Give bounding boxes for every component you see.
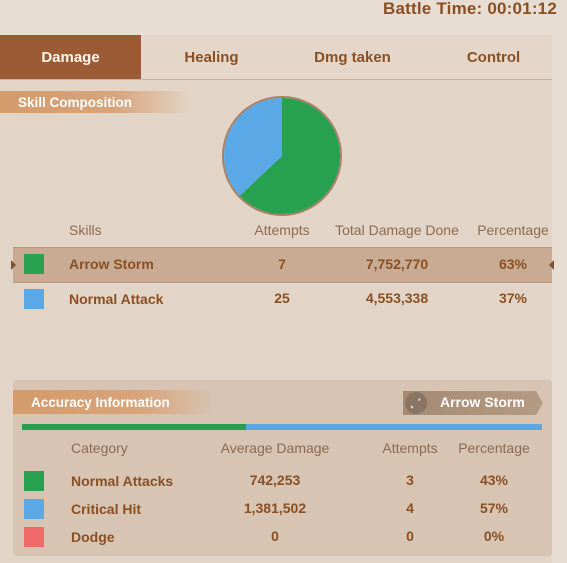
category-attempts: 3 — [406, 472, 414, 488]
header-total-damage: Total Damage Done — [335, 222, 459, 238]
tab-dmg-taken[interactable]: Dmg taken — [314, 48, 391, 66]
accuracy-bar — [22, 424, 542, 430]
header-percentage: Percentage — [477, 222, 549, 238]
category-name: Normal Attacks — [71, 473, 174, 489]
category-color-swatch — [24, 471, 44, 491]
accuracy-bar-critical — [246, 424, 542, 430]
header-category: Category — [71, 440, 128, 456]
header-attempts: Attempts — [254, 222, 310, 238]
category-attempts: 4 — [406, 500, 414, 516]
skill-color-swatch — [24, 254, 44, 274]
category-color-swatch — [24, 499, 44, 519]
category-percentage: 57% — [479, 500, 509, 516]
selected-skill-selector[interactable]: Arrow Storm — [403, 391, 543, 415]
category-color-swatch — [24, 527, 44, 547]
accuracy-bar-normal — [22, 424, 246, 430]
sword-icon — [405, 392, 427, 414]
skill-attempts: 25 — [274, 290, 290, 306]
tab-bar: Damage Healing Dmg taken Control — [0, 35, 552, 80]
header-average-damage: Average Damage — [220, 440, 330, 456]
header-acc-percentage: Percentage — [458, 440, 530, 456]
skill-damage: 4,553,338 — [365, 290, 429, 306]
category-avg-damage: 742,253 — [249, 472, 301, 488]
tab-control[interactable]: Control — [466, 48, 521, 66]
category-avg-damage: 1,381,502 — [243, 500, 307, 516]
category-percentage: 0% — [483, 528, 505, 544]
tab-healing[interactable]: Healing — [184, 48, 239, 66]
tab-damage[interactable]: Damage — [0, 35, 141, 79]
category-attempts: 0 — [406, 528, 414, 544]
selected-skill-label: Arrow Storm — [440, 394, 525, 410]
category-avg-damage: 0 — [271, 528, 279, 544]
battle-time: Battle Time: 00:01:12 — [383, 0, 557, 18]
skill-percentage: 37% — [498, 290, 528, 306]
pie-slice-normal-attack — [224, 98, 282, 196]
skill-percentage: 63% — [498, 256, 528, 272]
skill-name: Arrow Storm — [69, 256, 154, 272]
skill-color-swatch — [24, 289, 44, 309]
skill-pie-chart — [222, 96, 342, 216]
accuracy-title: Accuracy Information — [13, 390, 213, 414]
skill-row-selected[interactable] — [11, 247, 554, 283]
skill-attempts: 7 — [278, 256, 286, 272]
header-skills: Skills — [69, 222, 102, 238]
category-name: Dodge — [71, 529, 115, 545]
skill-damage: 7,752,770 — [365, 256, 429, 272]
category-name: Critical Hit — [71, 501, 142, 517]
skill-name: Normal Attack — [69, 291, 164, 307]
category-percentage: 43% — [479, 472, 509, 488]
header-acc-attempts: Attempts — [382, 440, 438, 456]
skill-composition-title: Skill Composition — [0, 91, 190, 113]
pie-slice-arrow-storm — [239, 98, 340, 214]
